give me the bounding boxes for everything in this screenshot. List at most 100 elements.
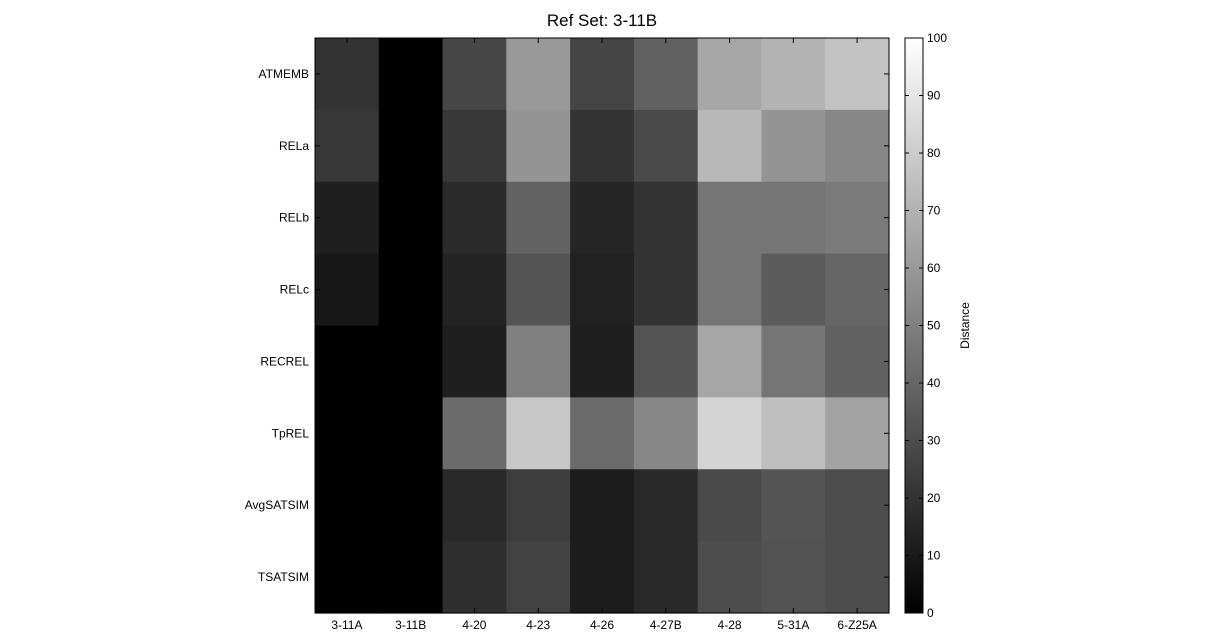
- heatmap-cell: [570, 541, 635, 614]
- colorbar-tick-label: 20: [927, 491, 941, 505]
- heatmap-cell: [825, 325, 890, 398]
- heatmap-cell: [315, 109, 380, 183]
- chart-title: Ref Set: 3-11B: [547, 11, 657, 30]
- heatmap-cell: [570, 469, 635, 542]
- heatmap-cell: [825, 397, 890, 470]
- heatmap-cell: [315, 181, 380, 255]
- x-tick-label: 4-28: [718, 618, 742, 632]
- heatmap-cell: [825, 38, 890, 111]
- heatmap-cell: [697, 469, 763, 542]
- y-tick-label: ATMEMB: [259, 67, 309, 81]
- heatmap-cell: [570, 253, 635, 327]
- heatmap-cell: [570, 181, 635, 255]
- heatmap-cell: [633, 325, 699, 398]
- heatmap-cell: [315, 38, 380, 111]
- x-tick-label: 4-26: [590, 618, 614, 632]
- heatmap-cell: [442, 109, 507, 183]
- heatmap-cell: [633, 541, 699, 614]
- x-tick-label: 6-Z25A: [837, 618, 876, 632]
- colorbar-tick-label: 30: [927, 434, 941, 448]
- y-tick-label: RECREL: [260, 354, 309, 368]
- heatmap-cell: [825, 469, 890, 542]
- heatmap-cell: [633, 253, 699, 327]
- x-tick-label: 4-20: [462, 618, 486, 632]
- heatmap-cell: [633, 397, 699, 470]
- heatmap-cell: [315, 253, 380, 327]
- y-tick-label: TpREL: [272, 426, 310, 440]
- heatmap-cell: [761, 541, 826, 614]
- x-axis-ticks: 3-11A 3-11B 4-20 4-23 4-26 4-27B 4-28 5-31A 6-Z2…: [331, 38, 877, 632]
- heatmap-cell: [442, 253, 507, 327]
- y-tick-label: RELb: [279, 211, 309, 225]
- heatmap-cell: [506, 397, 571, 470]
- heatmap-cell: [442, 325, 507, 398]
- heatmap-cell: [506, 38, 571, 111]
- colorbar-label: Distance: [958, 302, 972, 349]
- heatmap-cell: [761, 253, 826, 327]
- heatmap-cell: [378, 109, 444, 183]
- heatmap-cell: [570, 38, 635, 111]
- y-tick-label: RELc: [280, 283, 309, 297]
- heatmap-cell: [825, 181, 890, 255]
- colorbar-tick-label: 70: [927, 204, 941, 218]
- colorbar-tick-label: 100: [927, 31, 947, 45]
- heatmap-cell: [442, 397, 507, 470]
- heatmap-cell: [761, 38, 826, 111]
- heatmap-cell: [378, 325, 444, 398]
- heatmap-cell: [315, 541, 380, 614]
- colorbar-tick-label: 40: [927, 376, 941, 390]
- heatmap-cell: [315, 325, 380, 398]
- x-tick-label: 5-31A: [777, 618, 809, 632]
- heatmap-cell: [697, 325, 763, 398]
- x-tick-label: 3-11B: [395, 618, 426, 632]
- heatmap-cell: [442, 38, 507, 111]
- heatmap-cell: [506, 325, 571, 398]
- colorbar-tick-label: 80: [927, 146, 941, 160]
- heatmap-cell: [506, 109, 571, 183]
- x-tick-label: 4-23: [526, 618, 550, 632]
- heatmap-cell: [315, 397, 380, 470]
- heatmap-cell: [825, 109, 890, 183]
- colorbar-tick-label: 10: [927, 549, 941, 563]
- colorbar-tick-label: 90: [927, 89, 941, 103]
- heatmap-cell: [315, 469, 380, 542]
- y-tick-label: TSATSIM: [258, 570, 309, 584]
- y-axis-ticks: ATMEMB RELa RELb RELc RECREL TpREL AvgSATSIM TS…: [245, 67, 889, 584]
- heatmap-cell: [570, 109, 635, 183]
- heatmap-cell: [506, 469, 571, 542]
- x-tick-label: 3-11A: [331, 618, 362, 632]
- heatmap-cell: [506, 253, 571, 327]
- heatmap-cell: [761, 325, 826, 398]
- heatmap-cell: [378, 541, 444, 614]
- colorbar-tick-label: 60: [927, 261, 941, 275]
- heatmap-cell: [697, 181, 763, 255]
- heatmap-cell: [761, 469, 826, 542]
- heatmap-cell: [570, 325, 635, 398]
- heatmap-cell: [633, 181, 699, 255]
- colorbar-tick-label: 0: [927, 606, 934, 620]
- heatmap-cell: [697, 109, 763, 183]
- heatmap-cell: [633, 38, 699, 111]
- heatmap-cell: [697, 253, 763, 327]
- x-tick-label: 4-27B: [650, 618, 682, 632]
- heatmap-cell: [378, 253, 444, 327]
- heatmap-cell: [378, 38, 444, 111]
- heatmap-cell: [825, 253, 890, 327]
- heatmap-cell: [697, 397, 763, 470]
- heatmap-cell: [633, 109, 699, 183]
- heatmap-cell: [697, 541, 763, 614]
- heatmap-cell: [506, 181, 571, 255]
- heatmap-cell: [697, 38, 763, 111]
- heatmap-cell: [442, 181, 507, 255]
- colorbar-tick-label: 50: [927, 319, 941, 333]
- colorbar-ticks: 0 10 20 30 40 50 60 70 80 90 100: [905, 31, 947, 620]
- heatmap-cells: [315, 38, 890, 614]
- heatmap-cell: [378, 181, 444, 255]
- colorbar: 0 10 20 30 40 50 60 70 80 90 100 Distance: [904, 31, 972, 620]
- y-tick-label: RELa: [279, 139, 309, 153]
- heatmap-cell: [570, 397, 635, 470]
- heatmap-cell: [761, 181, 826, 255]
- heatmap-cell: [506, 541, 571, 614]
